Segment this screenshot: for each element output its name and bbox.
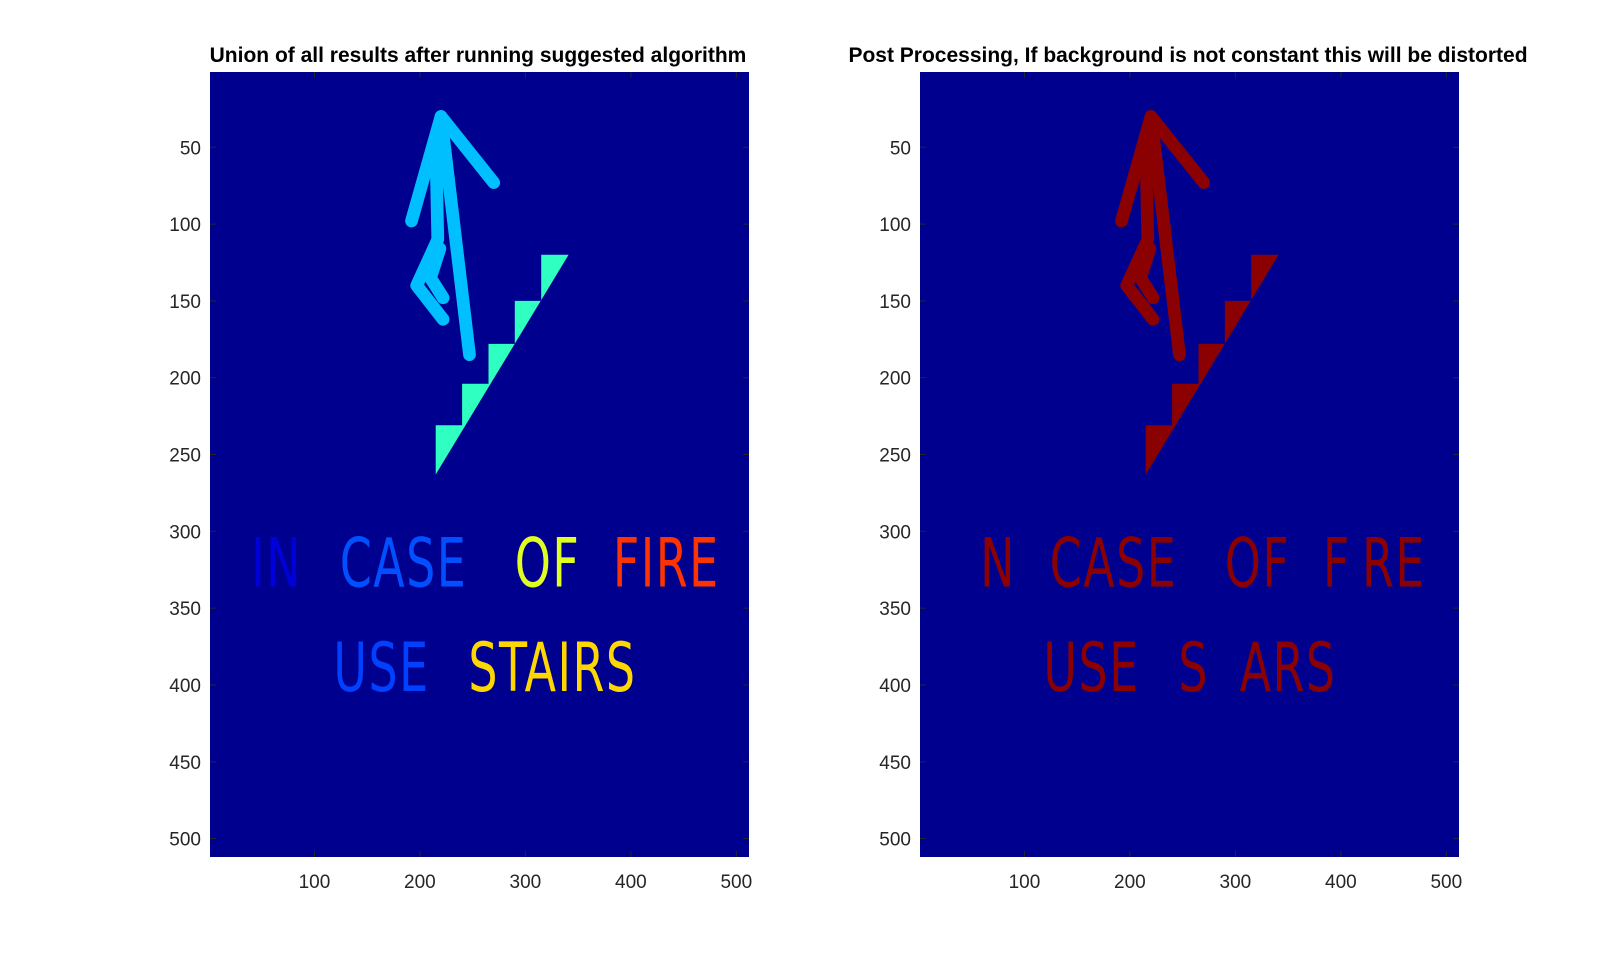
left-stairs-shape: [435, 254, 569, 475]
left-panel-title: Union of all results after running sugge…: [210, 44, 747, 67]
sign-word: CASE: [1050, 524, 1178, 603]
x-tick-label: 200: [404, 872, 436, 893]
stairs-polygon: [435, 254, 569, 475]
x-tick-label: 500: [1430, 872, 1462, 893]
sign-word: ARS: [1240, 629, 1337, 708]
right-text-words: N CASE OF F RE USE S ARS: [980, 524, 1426, 708]
right-panel: Post Processing, If background is not co…: [848, 44, 1527, 893]
figure-loop-stroke: [424, 242, 450, 305]
left-text-words: IN CASE OF FIRE USE STAIRS: [251, 524, 720, 708]
x-tick-label: 200: [1114, 872, 1146, 893]
sign-word: USE: [1043, 629, 1139, 708]
y-tick-label: 400: [169, 676, 201, 697]
figure-inner-stroke: [410, 133, 450, 326]
x-tick-label: 300: [1220, 872, 1252, 893]
sign-word: OF: [515, 524, 580, 603]
left-panel: Union of all results after running sugge…: [169, 44, 752, 893]
right-stairs-shape: [1145, 254, 1279, 475]
right-panel-title: Post Processing, If background is not co…: [848, 44, 1527, 67]
sign-word: USE: [333, 629, 429, 708]
y-tick-label: 350: [169, 599, 201, 620]
sign-word: STAIRS: [468, 629, 636, 708]
x-tick-label: 300: [510, 872, 542, 893]
figure-main-stroke: [434, 110, 476, 362]
y-tick-label: 250: [879, 446, 911, 467]
figure-right-arm-stroke: [1144, 110, 1211, 189]
y-tick-label: 300: [169, 522, 201, 543]
right-y-ticks: 50 100 150 200 250 300 350 400 450 500: [879, 138, 1459, 851]
sign-word: FIRE: [613, 524, 720, 603]
y-tick-label: 300: [879, 522, 911, 543]
left-x-ticks: 100 200 300 400 500: [299, 72, 752, 893]
x-tick-label: 500: [720, 872, 752, 893]
figure-loop-stroke: [1134, 242, 1160, 305]
sign-word: IN: [251, 524, 302, 603]
left-panel-image-background: [210, 72, 749, 857]
x-tick-label: 400: [1325, 872, 1357, 893]
y-tick-label: 100: [169, 215, 201, 236]
sign-word: CASE: [340, 524, 468, 603]
y-tick-label: 100: [879, 215, 911, 236]
sign-word: RE: [1362, 524, 1426, 603]
x-tick-label: 100: [299, 872, 331, 893]
figure-main-stroke: [1144, 110, 1186, 362]
right-x-ticks: 100 200 300 400 500: [1009, 72, 1462, 893]
left-arrow-figure-shape: [405, 110, 501, 362]
y-tick-label: 400: [879, 676, 911, 697]
figure-inner-stroke: [1120, 133, 1160, 326]
stairs-polygon: [1145, 254, 1279, 475]
x-tick-label: 100: [1009, 872, 1041, 893]
y-tick-label: 50: [180, 138, 201, 159]
sign-word: OF: [1225, 524, 1290, 603]
x-tick-label: 400: [615, 872, 647, 893]
right-panel-image-background: [920, 72, 1459, 857]
y-tick-label: 500: [169, 830, 201, 851]
y-tick-label: 450: [879, 753, 911, 774]
sign-word: S: [1178, 629, 1209, 708]
y-tick-label: 200: [169, 369, 201, 390]
y-tick-label: 250: [169, 446, 201, 467]
y-tick-label: 50: [890, 138, 911, 159]
sign-word: F: [1323, 524, 1351, 603]
y-tick-label: 500: [879, 830, 911, 851]
y-tick-label: 350: [879, 599, 911, 620]
left-y-ticks: 50 100 150 200 250 300 350 400 450 500: [169, 138, 749, 851]
y-tick-label: 450: [169, 753, 201, 774]
y-tick-label: 200: [879, 369, 911, 390]
y-tick-label: 150: [879, 292, 911, 313]
sign-word: N: [980, 524, 1016, 603]
y-tick-label: 150: [169, 292, 201, 313]
right-arrow-figure-shape: [1115, 110, 1211, 362]
figure-right-arm-stroke: [434, 110, 501, 189]
